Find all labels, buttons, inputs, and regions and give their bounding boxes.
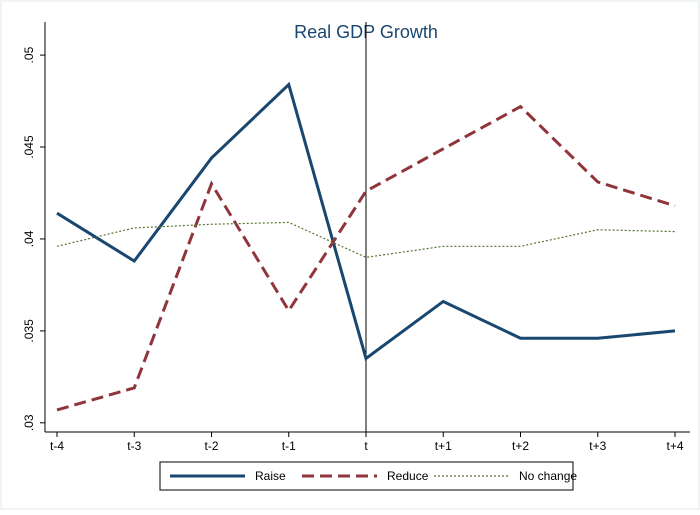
x-tick-label: t-1 — [282, 439, 296, 453]
y-tick-label: .04 — [22, 230, 36, 247]
y-tick-label: .035 — [22, 319, 36, 343]
x-tick-label: t — [364, 439, 368, 453]
x-tick-label: t-4 — [50, 439, 64, 453]
x-tick-label: t+4 — [666, 439, 683, 453]
series-line — [56, 221, 676, 258]
series-line — [56, 104, 676, 412]
y-tick-label: .05 — [22, 46, 36, 63]
x-tick-label: t-3 — [127, 439, 141, 453]
y-tick-label: .045 — [22, 135, 36, 159]
legend-label: Raise — [255, 469, 286, 483]
y-tick-label: .03 — [22, 414, 36, 431]
x-tick-label: t+1 — [435, 439, 452, 453]
legend-label: Reduce — [387, 469, 429, 483]
x-tick-label: t+3 — [589, 439, 606, 453]
x-tick-label: t+2 — [512, 439, 529, 453]
legend-label: No change — [519, 469, 577, 483]
x-tick-label: t-2 — [204, 439, 218, 453]
